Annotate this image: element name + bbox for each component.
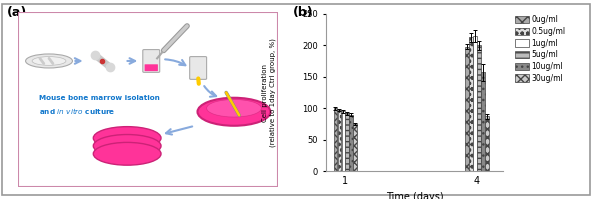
- Bar: [334, 108, 337, 171]
- Legend: 0ug/ml, 0.5ug/ml, 1ug/ml, 5ug/ml, 10ug/ml, 30ug/ml: 0ug/ml, 0.5ug/ml, 1ug/ml, 5ug/ml, 10ug/m…: [514, 15, 567, 84]
- Ellipse shape: [198, 98, 271, 126]
- Ellipse shape: [25, 54, 72, 68]
- Bar: [342, 111, 345, 171]
- Bar: [465, 47, 469, 171]
- Bar: [337, 110, 341, 171]
- Text: (b): (b): [293, 6, 314, 19]
- Ellipse shape: [207, 100, 261, 117]
- Y-axis label: Cell proliferation
(relative to 1day Ctrl group, %): Cell proliferation (relative to 1day Ctr…: [262, 38, 276, 147]
- Text: Mouse bone marrow isolation: Mouse bone marrow isolation: [38, 95, 159, 100]
- Ellipse shape: [94, 127, 161, 149]
- Ellipse shape: [32, 57, 66, 65]
- Bar: [469, 37, 473, 171]
- FancyBboxPatch shape: [189, 57, 207, 79]
- Text: (a): (a): [7, 6, 27, 19]
- Bar: [346, 113, 349, 171]
- Bar: [477, 45, 481, 171]
- Bar: [353, 124, 357, 171]
- Text: and $\it{in\ vitro}$ culture: and $\it{in\ vitro}$ culture: [38, 105, 115, 115]
- FancyBboxPatch shape: [143, 50, 160, 72]
- Ellipse shape: [94, 142, 161, 165]
- Bar: [481, 72, 485, 171]
- Bar: [473, 36, 477, 171]
- Bar: [349, 115, 353, 171]
- FancyBboxPatch shape: [144, 64, 158, 71]
- X-axis label: Time (days): Time (days): [385, 192, 443, 199]
- FancyBboxPatch shape: [18, 12, 278, 187]
- Ellipse shape: [94, 135, 161, 157]
- Bar: [485, 116, 488, 171]
